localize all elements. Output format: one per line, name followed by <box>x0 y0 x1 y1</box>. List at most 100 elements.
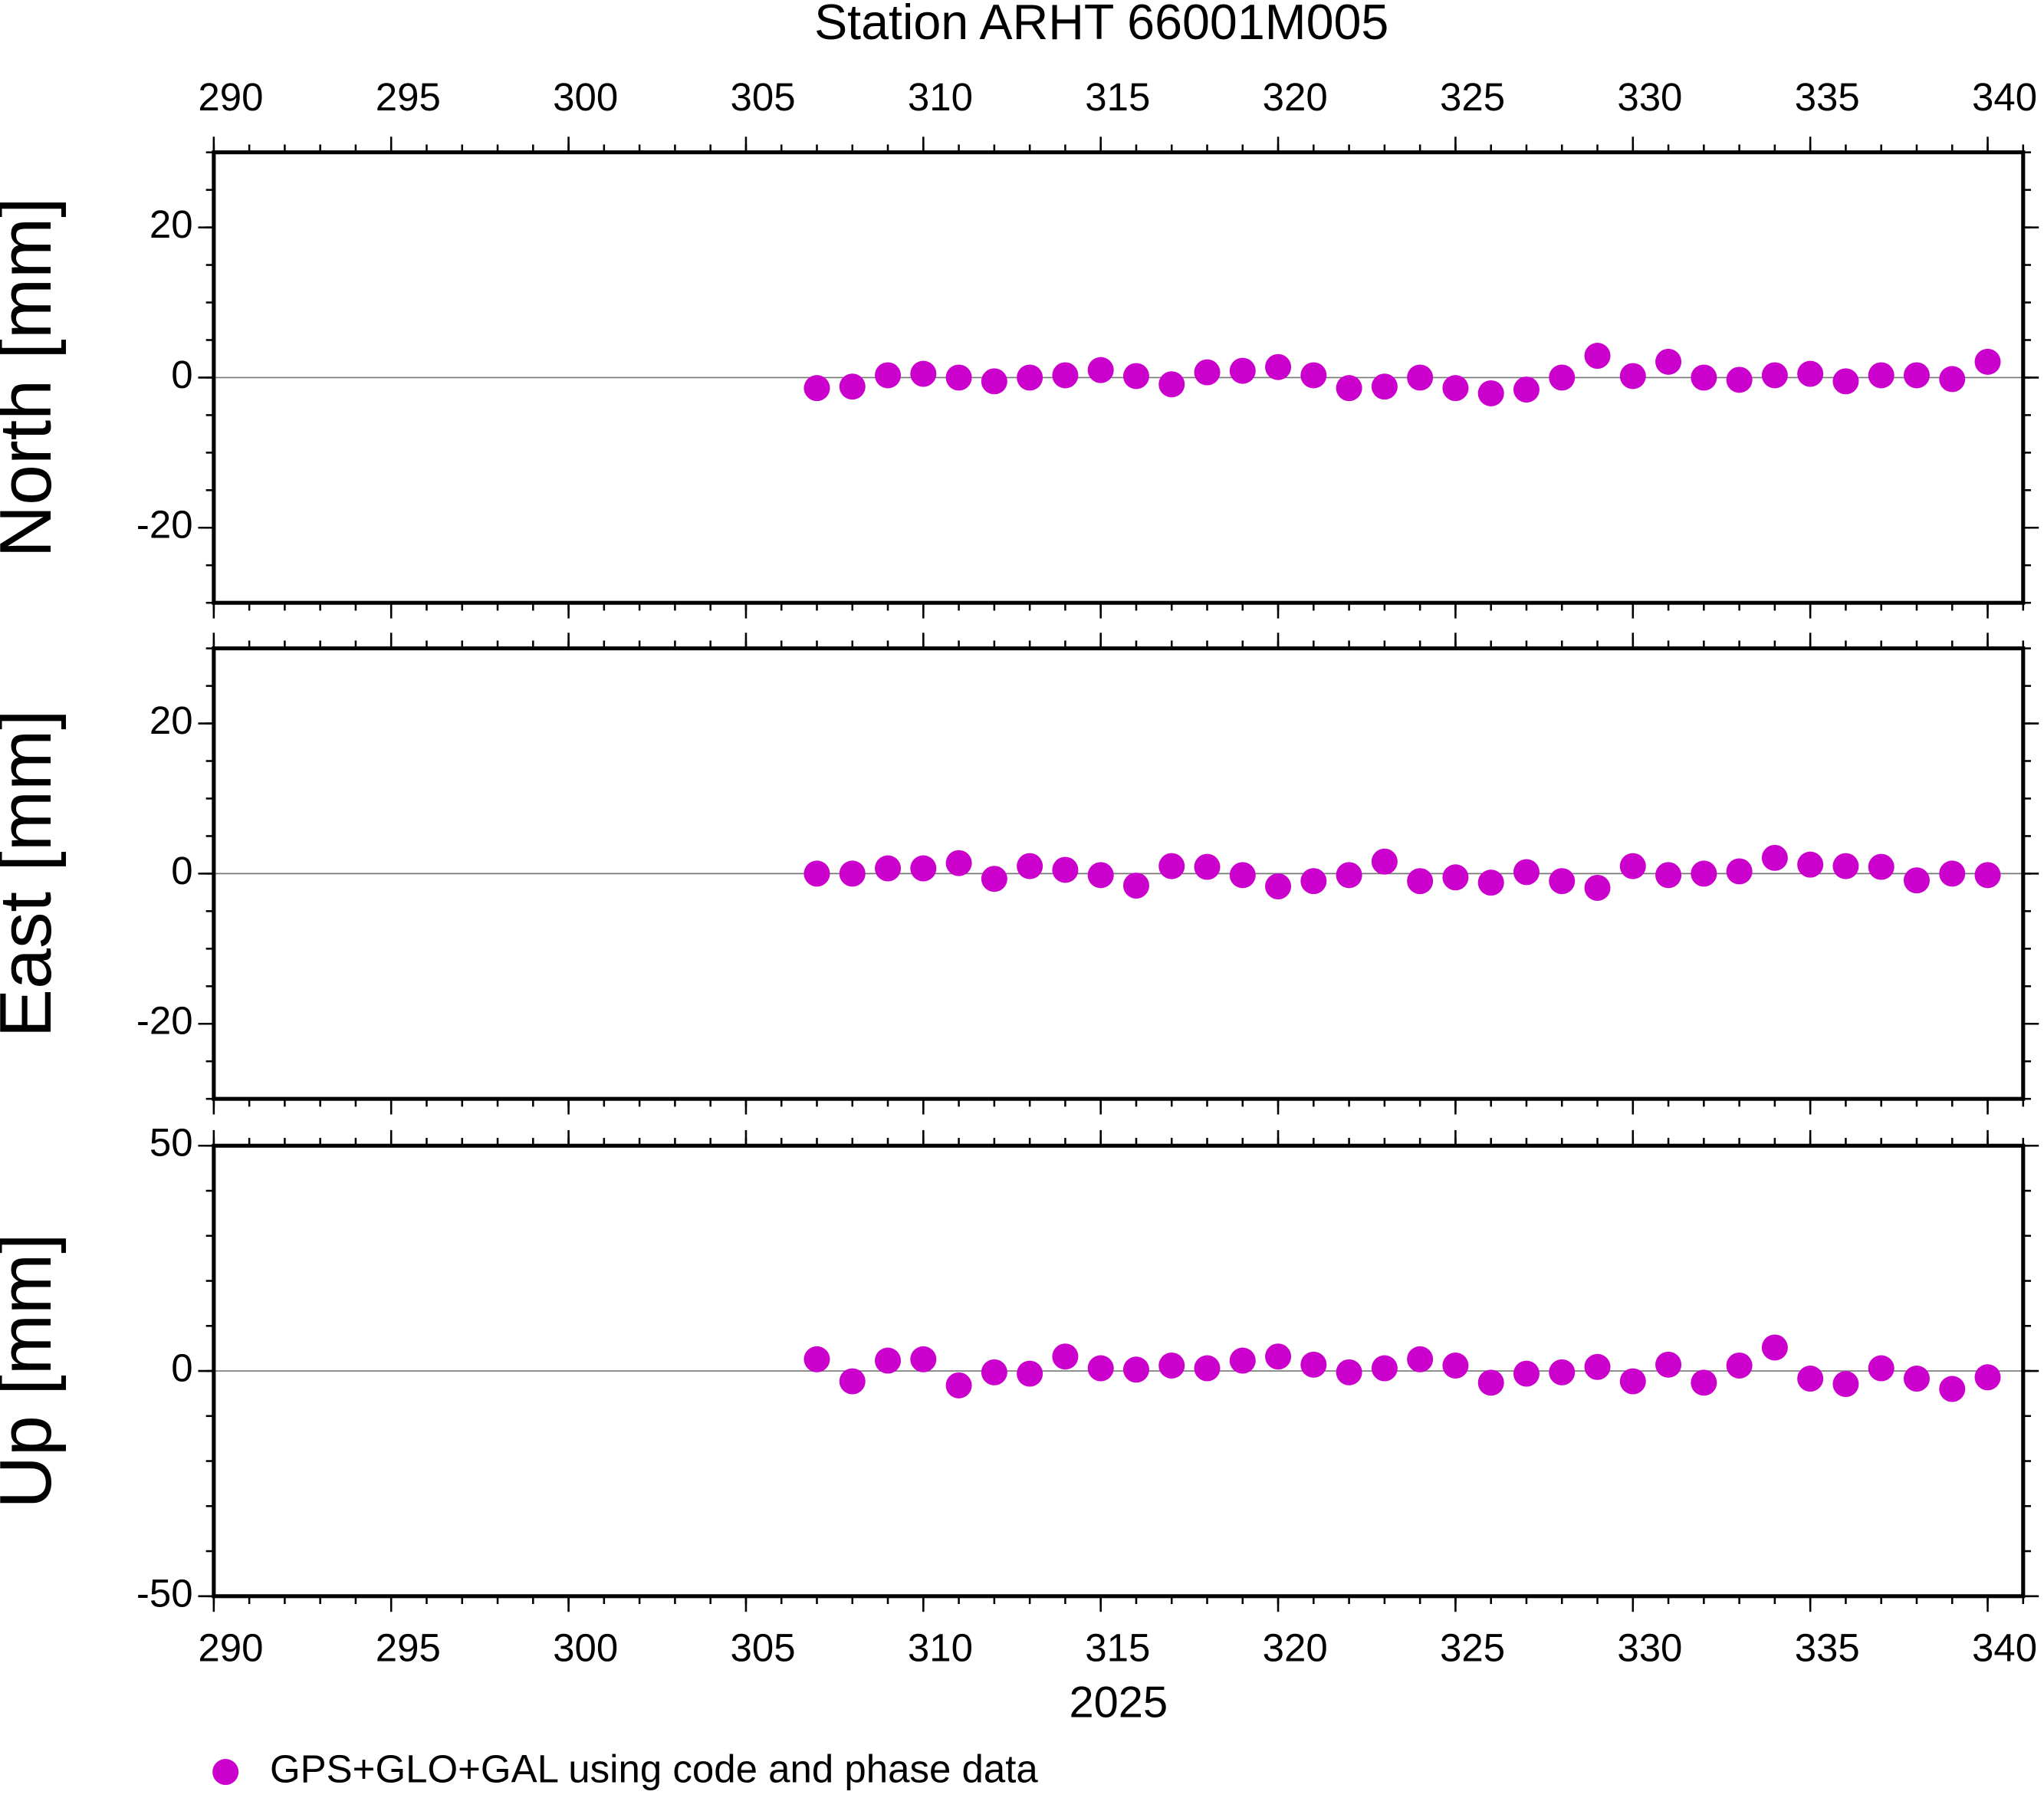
data-point <box>1832 368 1859 395</box>
x-tick-label: 320 <box>1263 75 1328 119</box>
x-tick-label: 330 <box>1617 1626 1682 1670</box>
x-tick-label: 305 <box>730 75 795 119</box>
data-point <box>1122 363 1149 390</box>
y-axis-label: North [mm] <box>0 197 67 557</box>
data-point <box>1477 869 1504 896</box>
x-tick-label: 320 <box>1263 1626 1328 1670</box>
data-point <box>875 362 902 389</box>
data-point <box>1549 1359 1576 1385</box>
data-point <box>1087 357 1114 383</box>
data-point <box>839 860 866 887</box>
data-point <box>1513 376 1540 403</box>
data-point <box>1229 862 1256 889</box>
data-point <box>1761 844 1788 871</box>
data-point <box>1903 362 1930 389</box>
data-point <box>910 360 937 387</box>
data-point <box>1265 873 1292 900</box>
data-point <box>1158 1353 1185 1379</box>
data-point <box>1691 860 1717 887</box>
data-point <box>1336 375 1362 402</box>
data-point <box>1761 362 1788 389</box>
data-point <box>1549 868 1576 895</box>
data-point <box>1691 1369 1717 1396</box>
data-point <box>1903 867 1930 894</box>
data-point <box>1832 1371 1859 1398</box>
data-point <box>839 1368 866 1395</box>
data-point <box>1300 1351 1327 1378</box>
data-point <box>1726 858 1753 885</box>
data-point <box>1868 853 1894 880</box>
data-point <box>1194 1355 1221 1382</box>
data-point <box>1477 1369 1504 1396</box>
x-tick-label: 290 <box>198 75 263 119</box>
data-point <box>1549 364 1576 391</box>
y-tick-label: -20 <box>136 503 193 547</box>
data-point <box>1726 1353 1753 1379</box>
data-point <box>1087 1355 1114 1382</box>
data-point <box>945 1372 972 1399</box>
data-point <box>1974 1364 2001 1391</box>
data-point <box>1868 362 1894 389</box>
data-point <box>1513 1360 1540 1387</box>
data-point <box>1797 1366 1824 1392</box>
x-tick-label: 290 <box>198 1626 263 1670</box>
panel-frame <box>212 1143 2026 1599</box>
y-tick-label: 50 <box>150 1121 193 1165</box>
data-point <box>1265 353 1292 380</box>
y-tick-label: 20 <box>150 202 193 246</box>
data-point <box>1052 362 1079 389</box>
x-tick-label: 305 <box>730 1626 795 1670</box>
data-point <box>1974 348 2001 375</box>
data-point <box>1761 1334 1788 1361</box>
data-point <box>981 368 1007 395</box>
chart-title: Station ARHT 66001M005 <box>814 0 1388 50</box>
data-point <box>1229 1347 1256 1374</box>
data-point <box>1584 875 1611 901</box>
data-point <box>1017 364 1043 391</box>
data-point <box>1194 853 1221 880</box>
data-point <box>1619 853 1646 879</box>
data-point <box>981 1359 1007 1385</box>
data-point <box>1407 868 1434 895</box>
y-tick-label: 0 <box>171 1346 192 1390</box>
data-point <box>1584 343 1611 370</box>
data-point <box>1655 348 1682 375</box>
data-point <box>1017 853 1043 879</box>
data-point <box>945 364 972 391</box>
data-point <box>803 860 830 887</box>
data-point <box>1797 360 1824 387</box>
data-point <box>1371 373 1398 400</box>
data-point <box>1229 357 1256 384</box>
data-point <box>1371 848 1398 875</box>
data-point <box>1903 1366 1930 1392</box>
data-point <box>803 375 830 402</box>
data-point <box>1726 367 1753 393</box>
data-point <box>1442 864 1469 891</box>
x-tick-label: 295 <box>376 1626 441 1670</box>
x-tick-label: 300 <box>553 75 618 119</box>
x-tick-label: 335 <box>1795 75 1860 119</box>
x-tick-label: 325 <box>1440 1626 1505 1670</box>
y-tick-label: 0 <box>171 849 192 892</box>
x-tick-label: 315 <box>1085 75 1150 119</box>
y-tick-label: -50 <box>136 1571 193 1615</box>
data-point <box>1265 1343 1292 1370</box>
data-point <box>1122 1356 1149 1383</box>
data-point <box>1442 1353 1469 1379</box>
data-point <box>981 866 1007 892</box>
x-tick-label: 315 <box>1085 1626 1150 1670</box>
data-point <box>1371 1355 1398 1382</box>
data-point <box>1832 853 1859 879</box>
data-point <box>1122 873 1149 899</box>
data-point <box>1194 359 1221 386</box>
x-tick-label: 340 <box>1972 1626 2037 1670</box>
data-point <box>1691 364 1717 391</box>
data-point <box>1336 862 1362 889</box>
legend-marker <box>212 1759 239 1786</box>
data-point <box>1158 371 1185 398</box>
data-point <box>875 855 902 882</box>
x-tick-label: 310 <box>908 1626 973 1670</box>
y-axis-label: Up [mm] <box>0 1233 67 1508</box>
x-tick-label: 335 <box>1795 1626 1860 1670</box>
